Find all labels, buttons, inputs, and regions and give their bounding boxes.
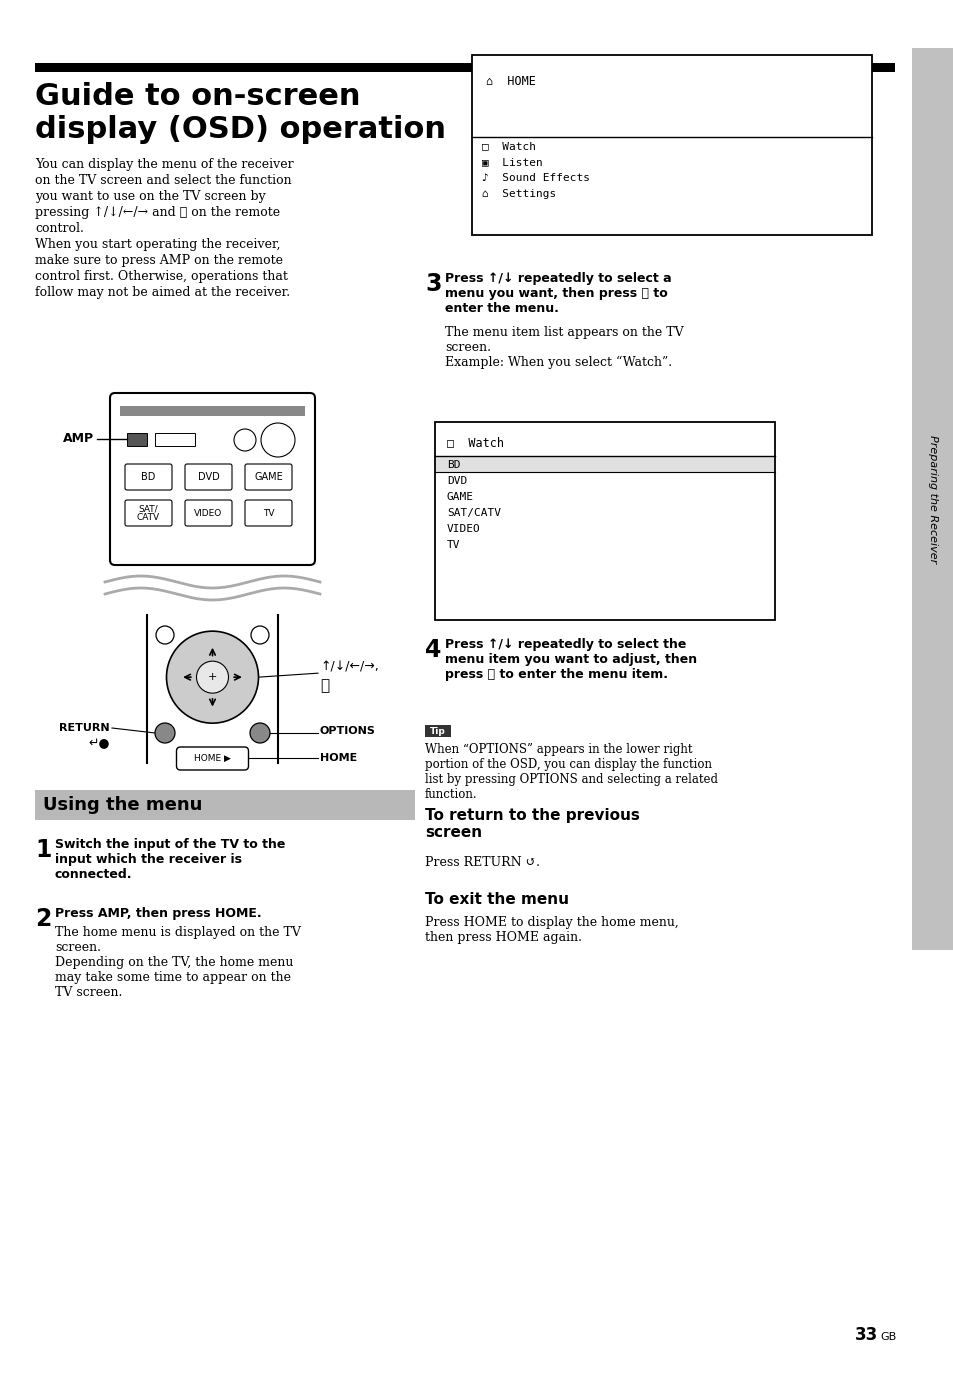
Text: display (OSD) operation: display (OSD) operation	[35, 115, 446, 144]
Circle shape	[250, 724, 270, 743]
FancyBboxPatch shape	[125, 500, 172, 526]
Text: GAME: GAME	[447, 492, 474, 503]
Text: Tip: Tip	[430, 726, 445, 736]
Text: Press ↑/↓ repeatedly to select a
menu you want, then press ⓧ to
enter the menu.: Press ↑/↓ repeatedly to select a menu yo…	[444, 272, 671, 314]
Circle shape	[156, 626, 173, 644]
Text: Press AMP, then press HOME.: Press AMP, then press HOME.	[55, 908, 261, 920]
Text: HOME ▶: HOME ▶	[193, 754, 231, 762]
Text: 4: 4	[424, 638, 441, 662]
FancyBboxPatch shape	[125, 464, 172, 490]
Text: ⌂  Settings: ⌂ Settings	[481, 189, 556, 199]
Text: VIDEO: VIDEO	[447, 524, 480, 534]
Text: you want to use on the TV screen by: you want to use on the TV screen by	[35, 189, 266, 203]
Bar	[154, 432, 194, 446]
Text: To return to the previous
screen: To return to the previous screen	[424, 807, 639, 840]
Text: ⓧ: ⓧ	[319, 678, 329, 692]
Text: control.: control.	[35, 222, 84, 235]
Text: OPTIONS: OPTIONS	[319, 726, 375, 736]
Text: ⌂  HOME: ⌂ HOME	[485, 76, 536, 88]
Circle shape	[167, 632, 258, 724]
Text: RETURN: RETURN	[59, 724, 110, 733]
Bar	[436, 456, 773, 472]
Text: 3: 3	[424, 272, 441, 297]
Text: You can display the menu of the receiver: You can display the menu of the receiver	[35, 158, 294, 172]
Text: BD: BD	[141, 472, 155, 482]
Text: 33: 33	[854, 1326, 877, 1344]
Text: The menu item list appears on the TV
screen.
Example: When you select “Watch”.: The menu item list appears on the TV scr…	[444, 325, 683, 369]
Text: follow may not be aimed at the receiver.: follow may not be aimed at the receiver.	[35, 286, 290, 299]
Text: TV: TV	[262, 508, 274, 518]
FancyBboxPatch shape	[245, 500, 292, 526]
Text: Press ↑/↓ repeatedly to select the
menu item you want to adjust, then
press ⓧ to: Press ↑/↓ repeatedly to select the menu …	[444, 638, 697, 681]
Text: pressing ↑/↓/←/→ and ⓧ on the remote: pressing ↑/↓/←/→ and ⓧ on the remote	[35, 206, 280, 220]
Bar	[35, 789, 415, 820]
Text: Guide to on-screen: Guide to on-screen	[35, 82, 360, 111]
Text: ▣  Listen: ▣ Listen	[481, 157, 542, 168]
Text: +: +	[208, 673, 217, 682]
Text: SAT/CATV: SAT/CATV	[447, 508, 500, 518]
Text: Press RETURN ↺.: Press RETURN ↺.	[424, 855, 539, 869]
Bar	[435, 422, 774, 621]
Text: To exit the menu: To exit the menu	[424, 892, 568, 908]
Bar	[911, 48, 953, 950]
FancyBboxPatch shape	[185, 464, 232, 490]
Text: AMP: AMP	[63, 432, 94, 445]
Text: Using the menu: Using the menu	[43, 796, 202, 814]
Text: BD: BD	[447, 460, 460, 470]
Text: 2: 2	[35, 908, 51, 931]
Text: HOME: HOME	[319, 752, 356, 763]
Circle shape	[233, 428, 255, 450]
Text: 1: 1	[35, 838, 51, 862]
Bar	[127, 432, 147, 446]
Text: ↵●: ↵●	[89, 737, 110, 751]
Circle shape	[261, 423, 294, 457]
Circle shape	[251, 626, 269, 644]
Text: Switch the input of the TV to the
input which the receiver is
connected.: Switch the input of the TV to the input …	[55, 838, 285, 881]
Text: Press HOME to display the home menu,
then press HOME again.: Press HOME to display the home menu, the…	[424, 916, 678, 945]
Circle shape	[196, 662, 229, 693]
Text: DVD: DVD	[447, 476, 467, 486]
FancyBboxPatch shape	[245, 464, 292, 490]
Text: ↑/↓/←/→,: ↑/↓/←/→,	[319, 660, 378, 674]
Circle shape	[154, 724, 174, 743]
Text: make sure to press AMP on the remote: make sure to press AMP on the remote	[35, 254, 283, 266]
Text: The home menu is displayed on the TV
screen.
Depending on the TV, the home menu
: The home menu is displayed on the TV scr…	[55, 925, 300, 1000]
Text: control first. Otherwise, operations that: control first. Otherwise, operations tha…	[35, 270, 288, 283]
Text: DVD: DVD	[197, 472, 219, 482]
Text: GB: GB	[879, 1332, 895, 1341]
Bar	[424, 725, 451, 737]
Bar	[472, 55, 871, 235]
FancyBboxPatch shape	[185, 500, 232, 526]
Bar	[473, 139, 870, 157]
Text: TV: TV	[447, 540, 460, 551]
Text: GAME: GAME	[253, 472, 283, 482]
Text: SAT/
CATV: SAT/ CATV	[137, 504, 160, 522]
Text: on the TV screen and select the function: on the TV screen and select the function	[35, 174, 292, 187]
Bar	[35, 63, 894, 71]
Text: ♪  Sound Effects: ♪ Sound Effects	[481, 173, 589, 183]
Bar	[120, 406, 305, 416]
FancyBboxPatch shape	[176, 747, 248, 770]
Text: □  Watch: □ Watch	[481, 141, 536, 151]
Text: Preparing the Receiver: Preparing the Receiver	[927, 435, 937, 563]
Text: VIDEO: VIDEO	[194, 508, 222, 518]
FancyBboxPatch shape	[110, 393, 314, 566]
Text: When you start operating the receiver,: When you start operating the receiver,	[35, 238, 280, 251]
Text: When “OPTIONS” appears in the lower right
portion of the OSD, you can display th: When “OPTIONS” appears in the lower righ…	[424, 743, 718, 800]
Text: □  Watch: □ Watch	[447, 437, 503, 449]
